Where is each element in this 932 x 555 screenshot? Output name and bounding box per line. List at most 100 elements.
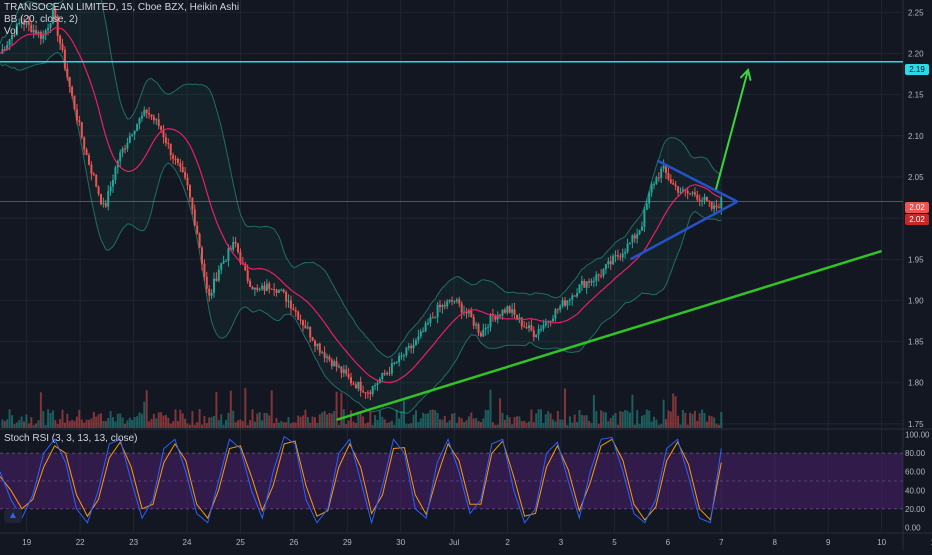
volume-bar xyxy=(73,420,76,428)
volume-bar xyxy=(417,422,420,428)
volume-bar xyxy=(660,424,663,428)
volume-bar xyxy=(11,415,13,428)
volume-bar xyxy=(119,413,122,428)
volume-bar xyxy=(302,415,304,428)
candle-body xyxy=(590,280,593,283)
candle-body xyxy=(280,289,283,291)
candle-body xyxy=(138,118,141,125)
candle-body xyxy=(309,327,312,338)
x-tick-label: 22 xyxy=(76,538,85,547)
candle-body xyxy=(6,44,9,50)
y-tick-label: 1.75 xyxy=(908,420,924,429)
candle-body xyxy=(364,392,367,394)
candle-body xyxy=(458,299,461,304)
stoch-tick-label: 0.00 xyxy=(905,523,921,532)
candle-body xyxy=(131,134,134,136)
volume-bar xyxy=(703,413,706,428)
candle-body xyxy=(448,300,451,302)
candle-body xyxy=(580,281,583,285)
candle-body xyxy=(422,331,425,333)
volume-bar xyxy=(585,415,588,428)
candle-body xyxy=(366,392,369,394)
candle-body xyxy=(477,324,480,333)
candle-body xyxy=(54,9,57,17)
candle-body xyxy=(287,300,290,302)
tradingview-logo-icon[interactable]: ▲ xyxy=(4,509,22,523)
candle-body xyxy=(405,347,408,356)
volume-bar xyxy=(239,419,242,428)
volume-bar xyxy=(621,411,624,428)
volume-bar xyxy=(689,412,692,428)
candle-body xyxy=(511,309,514,313)
volume-bar xyxy=(258,412,261,428)
volume-bar xyxy=(78,409,81,428)
candle-body xyxy=(689,193,692,195)
candle-body xyxy=(338,366,340,368)
legend-stoch: Stoch RSI (3, 3, 13, 13, close) xyxy=(4,433,137,445)
candle-body xyxy=(80,122,83,138)
volume-bar xyxy=(176,421,179,428)
candle-body xyxy=(669,179,672,184)
candle-body xyxy=(645,203,648,210)
volume-bar xyxy=(542,423,545,428)
volume-bar xyxy=(720,412,723,428)
volume-bar xyxy=(66,413,69,428)
candle-body xyxy=(152,116,155,121)
candle-body xyxy=(112,179,114,187)
volume-bar xyxy=(374,415,377,428)
volume-bar xyxy=(657,424,660,428)
candle-body xyxy=(244,263,247,271)
volume-bar xyxy=(446,422,449,428)
volume-bar xyxy=(566,424,569,428)
candle-body xyxy=(402,355,405,357)
volume-bar xyxy=(561,419,564,428)
volume-bar xyxy=(277,422,280,428)
volume-bar xyxy=(318,414,321,428)
volume-bar xyxy=(208,417,211,428)
stoch-tick-label: 100.00 xyxy=(905,431,930,440)
volume-bar xyxy=(306,417,309,428)
volume-bar xyxy=(436,412,439,428)
volume-bar xyxy=(107,418,110,428)
candle-body xyxy=(220,263,223,270)
triangle-lower-line xyxy=(629,200,738,261)
bb-band-fill xyxy=(0,0,722,414)
candle-body xyxy=(318,343,321,353)
candle-body xyxy=(518,317,521,320)
candle-body xyxy=(47,27,50,31)
candle-body xyxy=(333,361,336,367)
volume-bar xyxy=(164,414,167,428)
candle-body xyxy=(674,184,677,187)
volume-bar xyxy=(227,412,230,428)
candle-body xyxy=(83,137,86,150)
volume-bar xyxy=(44,425,47,428)
volume-bar xyxy=(150,418,153,428)
volume-bar xyxy=(39,392,42,428)
candle-body xyxy=(419,331,422,337)
volume-bar xyxy=(114,421,117,428)
volume-bar xyxy=(484,409,487,428)
candle-body xyxy=(342,369,345,373)
volume-bar xyxy=(496,424,499,428)
candle-body xyxy=(270,288,273,290)
x-tick-label: 3 xyxy=(559,538,564,547)
candle-body xyxy=(169,143,172,156)
volume-bar xyxy=(138,412,141,428)
volume-bar xyxy=(20,416,23,428)
candle-body xyxy=(133,130,136,135)
volume-bar xyxy=(210,417,213,428)
volume-bar xyxy=(465,420,468,428)
candle-body xyxy=(713,205,716,209)
candle-body xyxy=(708,200,711,202)
volume-bar xyxy=(49,413,52,428)
stoch-tick-label: 40.00 xyxy=(905,486,926,495)
candle-body xyxy=(701,200,704,202)
volume-bar xyxy=(148,421,151,428)
volume-bar xyxy=(616,424,619,428)
candle-body xyxy=(443,305,446,307)
candle-body xyxy=(607,261,610,265)
volume-bar xyxy=(213,416,215,428)
candle-body xyxy=(56,16,59,36)
